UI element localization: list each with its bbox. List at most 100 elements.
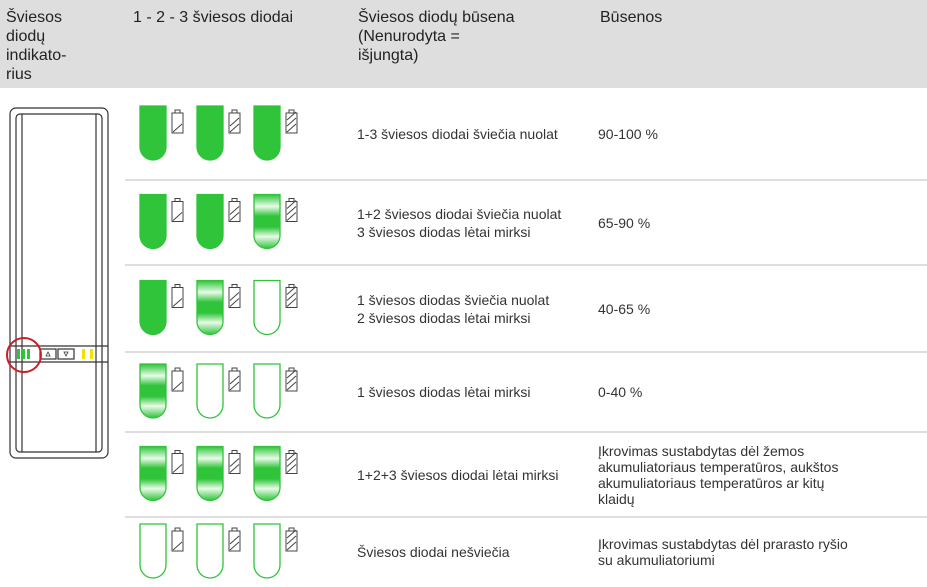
header-cell: Būsenos [600,9,663,26]
battery-cap [231,527,238,532]
led [196,363,224,419]
battery-mark [286,375,297,385]
battery-mark [286,458,297,467]
battery-mark [286,464,297,473]
state-cell: Šviesos diodai nešviečia [357,517,569,587]
led [253,363,281,419]
led [139,445,167,502]
battery-mark [286,529,297,539]
battery-icon [171,287,184,308]
battery-mark [172,123,183,133]
battery-cap [288,367,295,372]
battery-mark [229,541,240,551]
battery-mark [172,298,183,307]
battery-mark [229,206,240,215]
header-cell: 1 - 2 - 3 šviesos diodai [133,9,294,26]
battery-cap [231,450,238,454]
state-text: 1+2+3 šviesos diodai lėtai mirksi [357,466,559,483]
status-cell: 90-100 % [598,126,658,142]
led [139,279,167,336]
led [196,279,224,336]
battery-cap [174,367,181,372]
battery-icon [171,370,184,392]
battery-cap [174,284,181,288]
state-text: 1 šviesos diodas šviečia nuolat [357,291,550,308]
battery-mark [172,212,183,221]
state-cell: 1-3 šviesos diodai šviečia nuolat [357,88,569,180]
led [139,193,167,250]
battery-mark [286,111,297,121]
battery-cap [231,367,238,372]
battery-cap [174,450,181,454]
battery-icon [171,201,184,222]
led [253,279,281,336]
battery-mark [286,200,297,209]
led [253,105,281,161]
state-text: 1+2 šviesos diodai šviečia nuolat [357,205,562,222]
led [253,523,281,579]
led [196,105,224,161]
led [139,105,167,161]
battery-cap [288,198,295,202]
battery-mark [229,458,240,467]
led [253,445,281,502]
status-cell: 40-65 % [598,300,651,317]
battery-mark [229,212,240,221]
led [196,445,224,502]
battery-mark [229,464,240,473]
battery-cap [174,527,181,532]
device [6,107,109,459]
status-cell: Įkrovimas sustabdytas dėl žemos akumulia… [598,442,839,507]
status-cell: Įkrovimas sustabdytas dėl prarasto ryšio… [598,536,848,568]
battery-mark [172,541,183,551]
battery-mark [172,464,183,473]
header-line: išjungta) [358,47,419,64]
battery-icon [228,370,241,392]
battery-mark [286,535,297,545]
state-cell: 1+2 šviesos diodai šviečia nuolat 3 švies… [357,180,569,265]
battery-mark [286,292,297,301]
battery-mark [286,541,297,551]
header-line: (Nenurodyta = [358,28,460,45]
status-cell: 65-90 % [598,214,651,231]
battery-mark [229,535,240,545]
battery-mark [229,292,240,301]
battery-mark [286,286,297,295]
battery-cap [231,109,238,114]
state-text: Šviesos diodai nešviečia [357,544,510,560]
state-text: 3 šviesos diodas lėtai mirksi [357,223,531,240]
battery-mark [229,123,240,133]
led [196,523,224,579]
header-cell: Šviesos diodų indikato-rius [6,9,67,83]
battery-mark [286,212,297,221]
battery-icon [171,530,184,552]
header-line: Šviesos diodų būsena [358,9,515,26]
battery-mark [286,298,297,307]
state-cell: 1 šviesos diodas šviečia nuolat 2 šviesos… [357,265,569,352]
battery-icon [171,112,184,134]
battery-cap [174,109,181,114]
battery-cap [288,450,295,454]
state-text: 1 šviesos diodas lėtai mirksi [357,384,531,400]
battery-mark [229,375,240,385]
battery-cap [288,527,295,532]
state-text: 2 šviesos diodas lėtai mirksi [357,309,531,326]
battery-icon [228,530,241,552]
led [139,523,167,579]
battery-cap [174,198,181,202]
battery-mark [229,298,240,307]
battery-cap [288,109,295,114]
battery-icon [228,112,241,134]
state-cell: 1+2+3 šviesos diodai lėtai mirksi [357,432,569,517]
battery-mark [286,381,297,391]
led [253,193,281,250]
state-cell: 1 šviesos diodas lėtai mirksi [357,352,569,432]
battery-mark [229,381,240,391]
led [196,193,224,250]
battery-mark [286,117,297,127]
battery-icon [171,453,184,474]
battery-mark [286,206,297,215]
header-cell: Šviesos diodų būsena (Nenurodyta = išjun… [358,8,515,65]
